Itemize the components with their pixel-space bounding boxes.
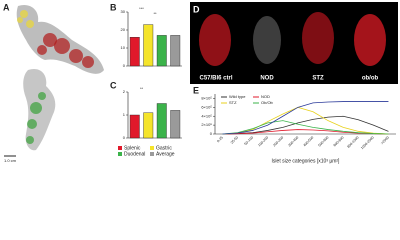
x-tick-label: 0-25 [216, 136, 224, 144]
x-tick-label: 500-600 [318, 136, 330, 148]
y-tick-label: 30 [121, 9, 126, 14]
panel-letter: E [193, 85, 199, 95]
image-label: STZ [312, 76, 324, 82]
legend-swatch [118, 146, 122, 150]
y-tick-label: 2×10⁵ [201, 122, 212, 127]
bar [129, 114, 140, 139]
x-tick-label: 200-300 [272, 136, 284, 148]
y-tick-label: 1 [123, 112, 126, 117]
x-tick-label: 1000-2000 [360, 136, 375, 151]
y-tick-label: 0 [210, 131, 213, 136]
y-tick-label: 0 [123, 63, 126, 68]
bar [129, 37, 140, 67]
islet-images [199, 12, 386, 66]
significance: ** [153, 11, 157, 16]
panel-letter: A [3, 2, 10, 12]
pancreas-image [16, 4, 104, 151]
x-tick-label: 800-1000 [346, 135, 359, 148]
x-axis-label: Islet size categories [x10³ µm²] [272, 158, 341, 164]
scale-label: 1.0 cm [4, 158, 17, 163]
legend-swatch [118, 152, 122, 156]
y-tick-label: 0 [123, 135, 126, 140]
legend-label: Ob/Ob [261, 100, 274, 105]
series-line [222, 120, 389, 135]
y-tick-label: 20 [121, 27, 126, 32]
x-tick-label: 600-800 [333, 136, 345, 148]
bar [170, 110, 181, 139]
y-tick-label: 10 [121, 45, 126, 50]
series-line [222, 115, 389, 135]
x-tick-label: 300-400 [287, 136, 299, 148]
bar [143, 112, 154, 139]
image-label: NOD [260, 76, 274, 82]
y-tick-label: 8×10⁵ [201, 96, 212, 101]
legend-swatch [150, 146, 154, 150]
y-tick-label: 2 [123, 89, 126, 94]
x-tick-label: 50-100 [244, 135, 255, 146]
legend-swatch [150, 152, 154, 156]
bar [170, 35, 181, 67]
x-tick-label: >2000 [380, 136, 390, 146]
y-tick-label: 6×10⁵ [201, 104, 212, 109]
x-tick-label: 100-200 [257, 136, 269, 148]
legend-label: Duodenal [124, 151, 145, 157]
legend-label: Wild type [229, 94, 246, 99]
image-label: C57/Bl6 ctrl [199, 76, 232, 82]
y-tick-label: 4×10⁵ [201, 113, 212, 118]
x-tick-label: 25-50 [230, 135, 239, 144]
bar [156, 35, 167, 67]
x-tick-label: 400-500 [302, 136, 314, 148]
legend-label: STZ [229, 100, 237, 105]
legend-label: Splenic [124, 145, 141, 151]
panel-letter: B [110, 2, 117, 12]
bar [143, 24, 154, 67]
series-line [222, 101, 389, 135]
image-label: ob/ob [362, 76, 379, 82]
series-line [222, 106, 389, 135]
figure: A 1.0 cm D C57/Bl6 ctrl NOD STZ ob/ob B 0… [3, 2, 398, 164]
significance: *** [139, 6, 144, 11]
legend-label: Gastric [156, 145, 172, 151]
significance: ** [140, 86, 144, 91]
bar [156, 103, 167, 139]
panel-letter: C [110, 80, 117, 90]
panel-letter: D [193, 4, 200, 14]
legend-label: Average [156, 151, 175, 157]
legend-label: NOD [261, 94, 270, 99]
